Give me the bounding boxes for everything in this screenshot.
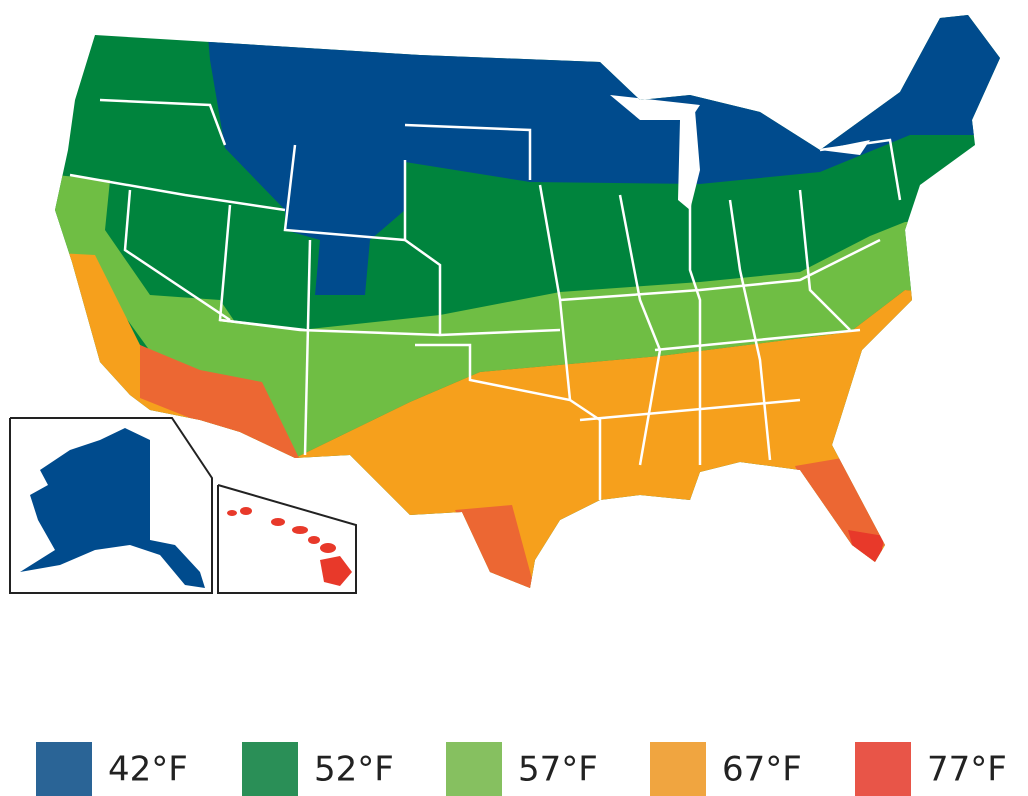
- legend-swatch: [855, 742, 911, 796]
- state-lines: [69, 98, 902, 500]
- legend-label: 77°F: [927, 750, 1007, 790]
- legend: 42°F 52°F 57°F 67°F 77°F: [36, 742, 1007, 796]
- legend-label: 67°F: [722, 750, 802, 790]
- great-lakes: [610, 95, 870, 210]
- inset-frame: [217, 484, 357, 594]
- zone-77-keys: [848, 530, 884, 565]
- hawaii: [227, 507, 352, 586]
- zone-77-texas: [455, 505, 535, 588]
- legend-swatch: [650, 742, 706, 796]
- contiguous-us: [55, 15, 1000, 588]
- zone-77-west: [140, 345, 300, 460]
- alaska-inset: [9, 417, 213, 594]
- legend-label: 52°F: [314, 750, 394, 790]
- legend-label: 57°F: [518, 750, 598, 790]
- inset-frame: [9, 417, 213, 594]
- legend-swatch: [242, 742, 298, 796]
- legend-swatch: [36, 742, 92, 796]
- legend-label: 42°F: [108, 750, 188, 790]
- alaska: [20, 428, 205, 588]
- hawaii-inset: [217, 484, 357, 594]
- legend-swatch: [446, 742, 502, 796]
